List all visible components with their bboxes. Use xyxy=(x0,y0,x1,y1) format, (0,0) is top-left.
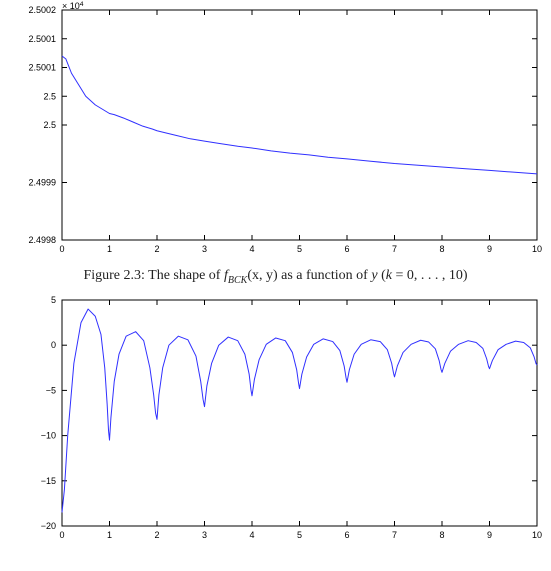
ytick-label: 2.5 xyxy=(43,91,56,101)
xtick-label: 5 xyxy=(297,244,302,254)
xtick-label: 2 xyxy=(154,530,159,540)
xtick-label: 9 xyxy=(487,530,492,540)
ytick-label: 2.4999 xyxy=(28,178,56,188)
xtick-label: 0 xyxy=(59,244,64,254)
xtick-label: 10 xyxy=(532,530,542,540)
xtick-label: 8 xyxy=(439,530,444,540)
xtick-label: 2 xyxy=(154,244,159,254)
ytick-label: 2.5002 xyxy=(28,5,56,15)
xtick-label: 6 xyxy=(344,530,349,540)
xtick-label: 6 xyxy=(344,244,349,254)
xtick-label: 3 xyxy=(202,244,207,254)
caption-paren-open: ( xyxy=(378,268,386,283)
xtick-label: 9 xyxy=(487,244,492,254)
ytick-label: 5 xyxy=(51,295,56,305)
ytick-label: 0 xyxy=(51,340,56,350)
chart-2-container: 0 1 2 3 4 5 6 7 8 9 10 −20 −15 −10 −5 0 5 xyxy=(0,290,551,546)
xtick-label: 7 xyxy=(392,530,397,540)
xtick-label: 7 xyxy=(392,244,397,254)
xtick-label: 8 xyxy=(439,244,444,254)
chart-1-container: 0 1 2 3 4 5 6 7 8 9 10 2.4998 2.4999 2.5 2.5 2.5001 2.50… xyxy=(0,0,551,260)
plot-box xyxy=(62,10,537,240)
caption-equals: = 0, . . . , 10) xyxy=(392,268,468,283)
ytick-label: 2.5 xyxy=(43,120,56,130)
ytick-label: −10 xyxy=(41,430,56,440)
ytick-label: −20 xyxy=(41,521,56,531)
ytick-label: 2.5001 xyxy=(28,34,56,44)
ytick-label: 2.4998 xyxy=(28,235,56,245)
xtick-label: 4 xyxy=(249,244,254,254)
caption-args: (x, y) xyxy=(247,268,277,283)
xtick-label: 0 xyxy=(59,530,64,540)
xtick-label: 1 xyxy=(107,530,112,540)
chart-2-svg: 0 1 2 3 4 5 6 7 8 9 10 −20 −15 −10 −5 0 5 xyxy=(0,290,551,546)
xtick-label: 4 xyxy=(249,530,254,540)
caption-fn-sub: BCK xyxy=(228,275,247,286)
chart-1-svg: 0 1 2 3 4 5 6 7 8 9 10 2.4998 2.4999 2.5 2.5 2.5001 2.50… xyxy=(0,0,551,260)
caption-mid: as a function of xyxy=(278,268,372,283)
ytick-label: −15 xyxy=(41,476,56,486)
xtick-label: 5 xyxy=(297,530,302,540)
ytick-label: −5 xyxy=(46,385,56,395)
ytick-label: 2.5001 xyxy=(28,63,56,73)
plot-box xyxy=(62,300,537,526)
xtick-label: 3 xyxy=(202,530,207,540)
xtick-label: 1 xyxy=(107,244,112,254)
exponent-label: × 104 xyxy=(62,1,84,12)
caption-prefix: Figure 2.3: The shape of xyxy=(83,268,224,283)
figure-caption: Figure 2.3: The shape of fBCK(x, y) as a… xyxy=(0,268,551,286)
xtick-label: 10 xyxy=(532,244,542,254)
